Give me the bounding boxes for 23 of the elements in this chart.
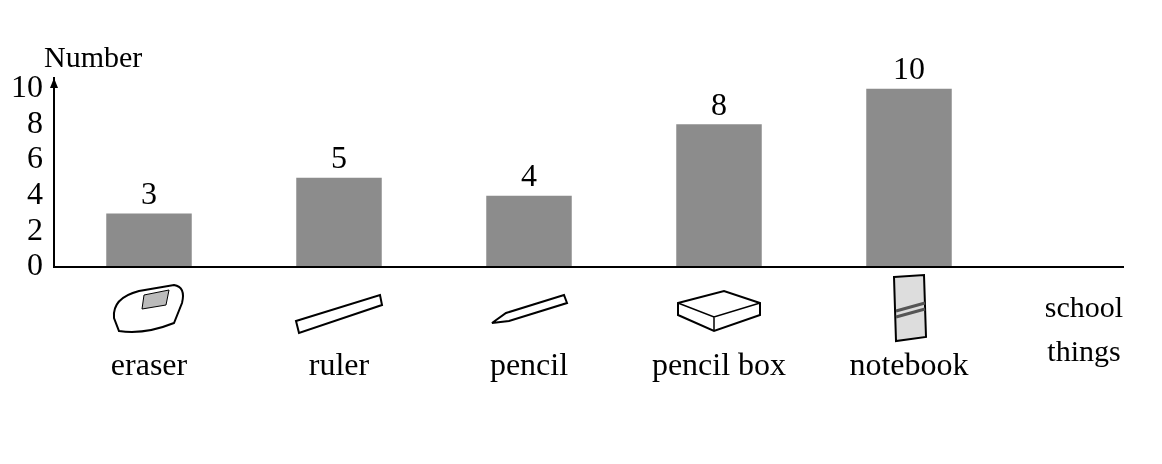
data-label: 8 <box>711 85 727 122</box>
y-axis-title: Number <box>44 39 143 73</box>
x-tick-label: ruler <box>308 345 370 382</box>
data-label: 5 <box>331 139 347 176</box>
y-tick-label: 2 <box>27 210 43 247</box>
y-tick-label: 6 <box>27 139 43 176</box>
y-tick-label: 0 <box>27 246 43 283</box>
bar <box>866 88 952 267</box>
x-tick-label: eraser <box>110 345 188 382</box>
data-label: 3 <box>141 174 157 211</box>
data-label: 4 <box>521 157 537 194</box>
x-axis-title: school things <box>1044 289 1124 367</box>
y-tick-label: 8 <box>27 103 43 140</box>
bar <box>676 124 762 267</box>
x-tick-label: notebook <box>849 345 969 382</box>
x-tick-label: pencil <box>489 345 569 382</box>
y-tick-label: 4 <box>27 175 43 212</box>
bar <box>296 177 382 267</box>
data-label: 10 <box>893 50 925 87</box>
x-tick-label: pencil box <box>651 345 787 382</box>
y-tick-label: 10 <box>11 68 43 105</box>
bar <box>106 213 192 267</box>
bar <box>486 195 572 267</box>
